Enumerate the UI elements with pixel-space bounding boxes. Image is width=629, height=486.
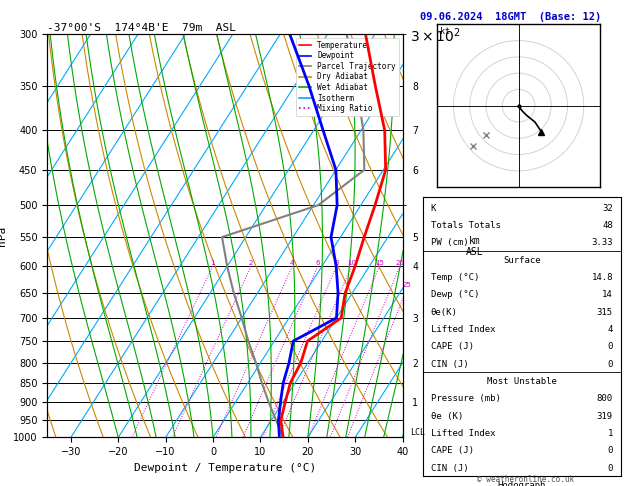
Text: K: K	[431, 204, 436, 213]
Text: Totals Totals: Totals Totals	[431, 221, 501, 230]
Text: 1: 1	[211, 260, 215, 266]
Text: 315: 315	[597, 308, 613, 317]
Text: 48: 48	[602, 221, 613, 230]
Text: 800: 800	[597, 395, 613, 403]
Text: 0: 0	[608, 446, 613, 455]
Text: 10: 10	[347, 260, 356, 266]
Text: 15: 15	[375, 260, 384, 266]
Text: Mixing Ratio (g/kg): Mixing Ratio (g/kg)	[424, 240, 433, 328]
Text: 20: 20	[396, 260, 404, 266]
Text: CIN (J): CIN (J)	[431, 464, 468, 473]
Legend: Temperature, Dewpoint, Parcel Trajectory, Dry Adiabat, Wet Adiabat, Isotherm, Mi: Temperature, Dewpoint, Parcel Trajectory…	[296, 38, 399, 116]
Y-axis label: hPa: hPa	[0, 226, 8, 246]
Text: CIN (J): CIN (J)	[431, 360, 468, 369]
Text: Dewp (°C): Dewp (°C)	[431, 291, 479, 299]
Y-axis label: km
ASL: km ASL	[466, 236, 484, 257]
Text: CAPE (J): CAPE (J)	[431, 446, 474, 455]
Text: Lifted Index: Lifted Index	[431, 325, 495, 334]
X-axis label: Dewpoint / Temperature (°C): Dewpoint / Temperature (°C)	[134, 463, 316, 473]
Text: 14.8: 14.8	[591, 273, 613, 282]
Text: θe(K): θe(K)	[431, 308, 457, 317]
Text: 319: 319	[597, 412, 613, 421]
Text: 1: 1	[608, 429, 613, 438]
Text: PW (cm): PW (cm)	[431, 239, 468, 247]
Text: LCL: LCL	[409, 428, 425, 437]
Text: 4: 4	[608, 325, 613, 334]
Text: 0: 0	[608, 360, 613, 369]
Text: © weatheronline.co.uk: © weatheronline.co.uk	[477, 475, 574, 484]
Text: 25: 25	[403, 282, 411, 288]
Text: 3.33: 3.33	[591, 239, 613, 247]
Text: 8: 8	[334, 260, 339, 266]
Text: 6: 6	[316, 260, 320, 266]
Text: 4: 4	[290, 260, 294, 266]
Text: 14: 14	[602, 291, 613, 299]
Text: 0: 0	[608, 464, 613, 473]
Text: Temp (°C): Temp (°C)	[431, 273, 479, 282]
Text: 09.06.2024  18GMT  (Base: 12): 09.06.2024 18GMT (Base: 12)	[420, 12, 601, 22]
Text: θe (K): θe (K)	[431, 412, 463, 421]
Text: kt: kt	[440, 27, 450, 36]
Text: -37°00'S  174°4B'E  79m  ASL: -37°00'S 174°4B'E 79m ASL	[47, 23, 236, 33]
Text: 2: 2	[249, 260, 253, 266]
Text: Lifted Index: Lifted Index	[431, 429, 495, 438]
Text: 32: 32	[602, 204, 613, 213]
Text: Pressure (mb): Pressure (mb)	[431, 395, 501, 403]
Text: Most Unstable: Most Unstable	[487, 377, 557, 386]
Text: CAPE (J): CAPE (J)	[431, 343, 474, 351]
Text: 0: 0	[608, 343, 613, 351]
Text: Hodograph: Hodograph	[498, 481, 546, 486]
Text: Surface: Surface	[503, 256, 540, 265]
